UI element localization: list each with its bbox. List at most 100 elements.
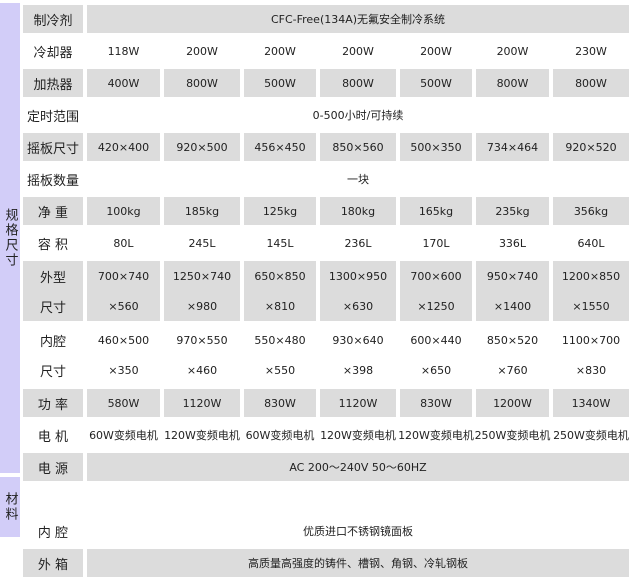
row-value: 60W变频电机 — [245, 429, 315, 442]
row-value: 120W变频电机 — [398, 429, 474, 442]
row-value: 500×350 — [400, 133, 472, 161]
row-value-line: 550×480 — [254, 333, 306, 347]
row-value: 1200W — [476, 389, 549, 417]
row-value: 236L — [344, 236, 372, 250]
row-value: 250W变频电机 — [474, 429, 551, 442]
row-value-line: 1100×700 — [561, 333, 621, 347]
row-value: CFC-Free(134A)无氟安全制冷系统 — [87, 5, 629, 33]
row-value: 500W — [400, 69, 472, 97]
row-value-line: ×980 — [186, 299, 218, 313]
row-value: 550×480 ×550 — [244, 325, 316, 385]
group-spec: 规格尺寸 — [0, 3, 20, 473]
row-label: 容 积 — [37, 237, 69, 253]
row-value: 200W — [496, 44, 529, 58]
row-label: 内腔 尺寸 — [23, 325, 83, 385]
row-value-line: 460×500 — [97, 333, 150, 347]
row-value: 145L — [266, 236, 294, 250]
row-value: 580W — [87, 389, 160, 417]
row-value: 235kg — [476, 197, 549, 225]
row-value: 200W — [342, 44, 374, 58]
row-value: 120W变频电机 — [164, 429, 240, 442]
row-value-line: 970×550 — [176, 333, 228, 347]
group-material: 材料 — [0, 477, 20, 537]
group-material-label: 材料 — [2, 492, 18, 522]
row-value: 920×520 — [553, 133, 629, 161]
row-value: 800W — [553, 69, 629, 97]
row-value: 0-500小时/可持续 — [312, 109, 404, 122]
row-label-line: 外型 — [39, 270, 66, 286]
row-value: 200W — [420, 44, 452, 58]
row-value-line: 700×740 — [97, 269, 150, 283]
row-value: 700×600 ×1250 — [400, 261, 472, 321]
row-value: 650×850 ×810 — [244, 261, 316, 321]
row-value-line: ×560 — [108, 299, 139, 313]
row-value: 118W — [107, 44, 140, 58]
row-value: 245L — [188, 236, 216, 250]
row-value-line: 850×520 — [486, 333, 539, 347]
row-value: 170L — [422, 236, 450, 250]
row-label-line: 尺寸 — [39, 300, 66, 316]
row-label: 摇板尺寸 — [23, 133, 83, 161]
row-value-line: ×630 — [342, 299, 374, 313]
row-label: 定时范围 — [26, 109, 79, 125]
row-label: 制冷剂 — [23, 5, 83, 33]
row-value: 250W变频电机 — [553, 429, 629, 442]
row-value-line: ×1400 — [493, 299, 532, 313]
row-value: 100kg — [87, 197, 160, 225]
group-spec-label: 规格尺寸 — [2, 208, 18, 268]
row-value: 200W — [264, 44, 296, 58]
row-value: 930×640 ×398 — [320, 325, 396, 385]
row-value: 640L — [577, 236, 605, 250]
row-value-line: ×1550 — [572, 299, 610, 313]
row-value: 200W — [186, 44, 218, 58]
row-value-line: ×350 — [108, 363, 139, 377]
row-value-line: 1300×950 — [328, 269, 388, 283]
row-value-line: ×650 — [420, 363, 452, 377]
row-value: 850×520 ×760 — [476, 325, 549, 385]
spec-table: 制冷剂 CFC-Free(134A)无氟安全制冷系统 冷却器 118W 200W 200W… — [23, 5, 629, 577]
row-value: 734×464 — [476, 133, 549, 161]
row-value: 1200×850 ×1550 — [553, 261, 629, 321]
row-value-line: 930×640 — [332, 333, 384, 347]
row-label: 冷却器 — [33, 45, 73, 61]
row-value: 1100×700 ×830 — [553, 325, 629, 385]
row-value: 125kg — [244, 197, 316, 225]
row-value-line: ×460 — [186, 363, 218, 377]
row-value: 优质进口不锈钢镜面板 — [303, 525, 413, 538]
row-value-line: 600×440 — [410, 333, 462, 347]
row-value-line: ×398 — [342, 363, 374, 377]
row-label: 功 率 — [23, 389, 83, 417]
row-value: 460×500 ×350 — [87, 325, 160, 385]
row-value-line: 700×600 — [410, 269, 462, 283]
row-value: 1120W — [164, 389, 240, 417]
row-value: 120W变频电机 — [320, 429, 396, 442]
row-value: 970×550 ×460 — [164, 325, 240, 385]
row-value: 1300×950 ×630 — [320, 261, 396, 321]
row-value: 336L — [498, 236, 527, 250]
row-label-line: 内腔 — [39, 334, 66, 350]
row-value: 高质量高强度的铸件、槽钢、角钢、冷轧钢板 — [87, 549, 629, 577]
row-value: 1250×740 ×980 — [164, 261, 240, 321]
row-label: 外 箱 — [23, 549, 83, 577]
row-label-line: 尺寸 — [39, 364, 66, 380]
row-value: 185kg — [164, 197, 240, 225]
row-value: 800W — [476, 69, 549, 97]
row-value: 356kg — [553, 197, 629, 225]
row-label: 电 源 — [23, 453, 83, 481]
row-value: 600×440 ×650 — [400, 325, 472, 385]
row-label: 加热器 — [23, 69, 83, 97]
row-label: 摇板数量 — [26, 173, 79, 189]
row-value: 800W — [164, 69, 240, 97]
row-value: 60W变频电机 — [89, 429, 158, 442]
row-value: 1340W — [553, 389, 629, 417]
row-value: 1120W — [320, 389, 396, 417]
row-value: 950×740 ×1400 — [476, 261, 549, 321]
row-value: 850×560 — [320, 133, 396, 161]
row-value-line: ×760 — [497, 363, 528, 377]
row-value: AC 200～240V 50～60HZ — [87, 453, 629, 481]
row-value-line: ×1250 — [417, 299, 455, 313]
row-value: 180kg — [320, 197, 396, 225]
row-label: 内 腔 — [37, 525, 69, 541]
row-value: 700×740 ×560 — [87, 261, 160, 321]
row-value-line: ×830 — [575, 363, 607, 377]
